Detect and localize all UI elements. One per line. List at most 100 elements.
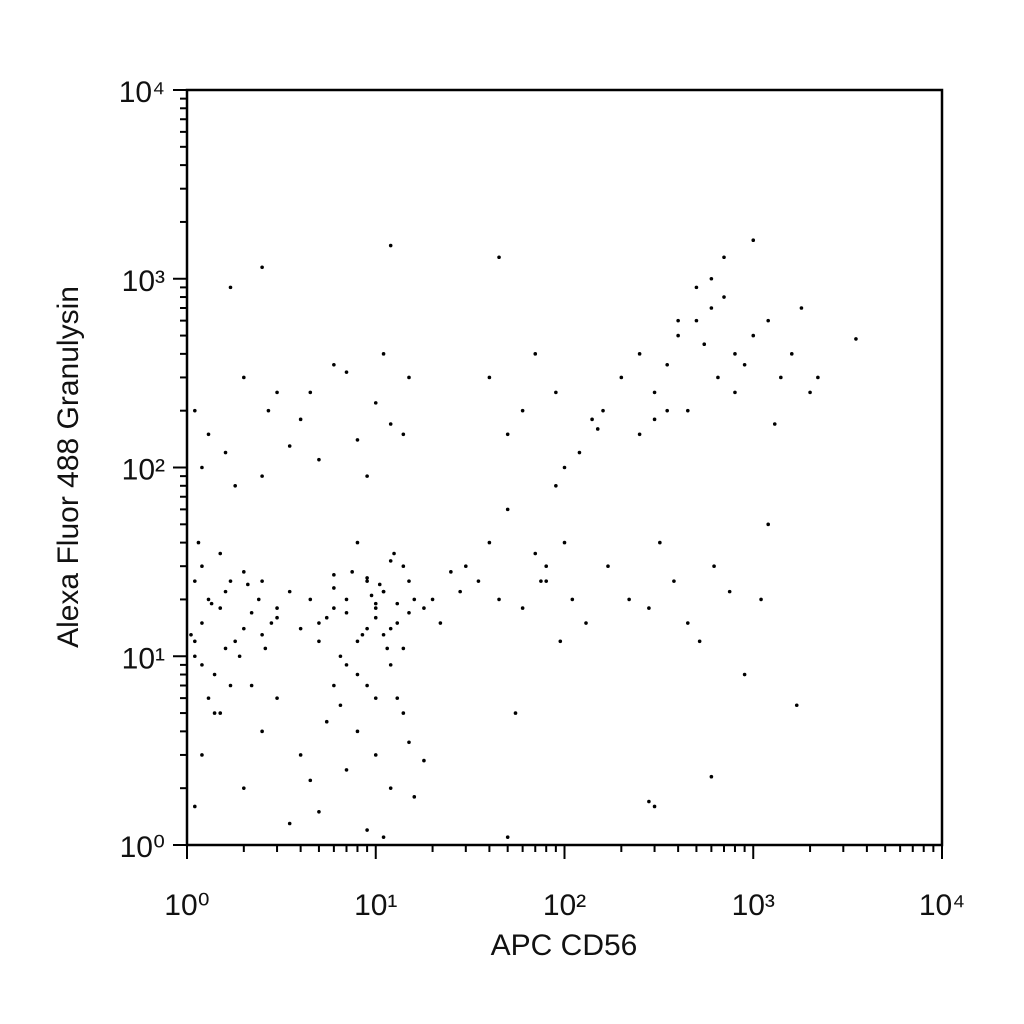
- point: [520, 606, 525, 610]
- point: [332, 586, 336, 590]
- point: [200, 621, 204, 625]
- point: [676, 333, 680, 338]
- point: [652, 804, 657, 809]
- point: [332, 363, 336, 367]
- point: [287, 821, 292, 826]
- point: [505, 507, 510, 512]
- point: [685, 408, 690, 413]
- point: [360, 632, 365, 637]
- point: [595, 427, 600, 431]
- point: [685, 621, 690, 625]
- x-tick-label: 10³: [732, 889, 775, 922]
- point: [365, 828, 369, 832]
- point: [377, 582, 382, 587]
- x-tick-label: 10²: [543, 889, 586, 922]
- point: [779, 375, 783, 380]
- point: [388, 243, 393, 248]
- point: [344, 610, 349, 615]
- point: [269, 621, 274, 625]
- point: [249, 683, 254, 688]
- point: [476, 579, 481, 583]
- point: [789, 352, 794, 356]
- x-tick-label: 10⁴: [919, 889, 965, 922]
- point: [332, 606, 336, 610]
- point: [317, 457, 321, 462]
- point: [298, 417, 303, 422]
- point: [520, 408, 525, 413]
- point: [275, 390, 279, 395]
- point: [570, 597, 575, 602]
- point: [242, 786, 246, 790]
- point: [727, 589, 732, 594]
- point: [206, 597, 211, 602]
- point: [237, 654, 242, 659]
- point: [308, 597, 313, 602]
- point: [373, 753, 378, 757]
- point: [709, 774, 714, 779]
- point: [627, 597, 631, 602]
- point: [637, 432, 642, 437]
- point: [260, 579, 264, 583]
- point: [647, 799, 651, 804]
- point: [200, 465, 204, 470]
- point: [298, 753, 303, 757]
- point: [702, 342, 707, 347]
- point: [816, 375, 820, 380]
- point: [287, 444, 292, 448]
- point: [438, 621, 443, 625]
- point: [412, 597, 417, 602]
- point: [355, 729, 360, 734]
- point: [233, 639, 237, 644]
- point: [344, 663, 349, 667]
- point: [275, 696, 279, 700]
- point: [539, 579, 543, 583]
- point: [694, 285, 699, 290]
- point: [365, 576, 369, 580]
- point: [381, 632, 386, 637]
- y-tick-label: 10⁰: [120, 831, 165, 864]
- point: [395, 621, 400, 625]
- point: [619, 375, 624, 380]
- point: [709, 276, 714, 281]
- point: [554, 390, 558, 395]
- point: [249, 610, 254, 615]
- point: [332, 573, 336, 577]
- point: [606, 564, 610, 568]
- point: [381, 589, 386, 594]
- point: [260, 265, 264, 270]
- point: [652, 390, 657, 395]
- point: [544, 579, 549, 583]
- point: [228, 579, 233, 583]
- point: [505, 432, 510, 437]
- point: [373, 401, 378, 405]
- point: [373, 615, 378, 620]
- point: [206, 432, 211, 437]
- point: [716, 375, 720, 380]
- point: [544, 564, 549, 568]
- point: [395, 601, 400, 606]
- point: [401, 564, 406, 568]
- point: [665, 363, 669, 367]
- point: [275, 615, 279, 620]
- y-tick-label: 10¹: [122, 642, 165, 675]
- point: [228, 683, 233, 688]
- point: [263, 646, 268, 651]
- point: [562, 465, 567, 470]
- point: [733, 352, 737, 356]
- point: [464, 564, 468, 568]
- point: [430, 597, 435, 602]
- point: [344, 370, 349, 374]
- point: [407, 579, 411, 583]
- y-axis-label: Alexa Fluor 488 Granulysin: [52, 286, 85, 648]
- point: [697, 639, 702, 644]
- point: [497, 597, 501, 602]
- point: [766, 522, 770, 527]
- point: [324, 719, 329, 724]
- point: [266, 408, 271, 413]
- point: [558, 639, 563, 644]
- point: [260, 729, 264, 734]
- point: [407, 610, 411, 615]
- point: [365, 683, 369, 688]
- point: [722, 295, 726, 299]
- point: [751, 333, 756, 338]
